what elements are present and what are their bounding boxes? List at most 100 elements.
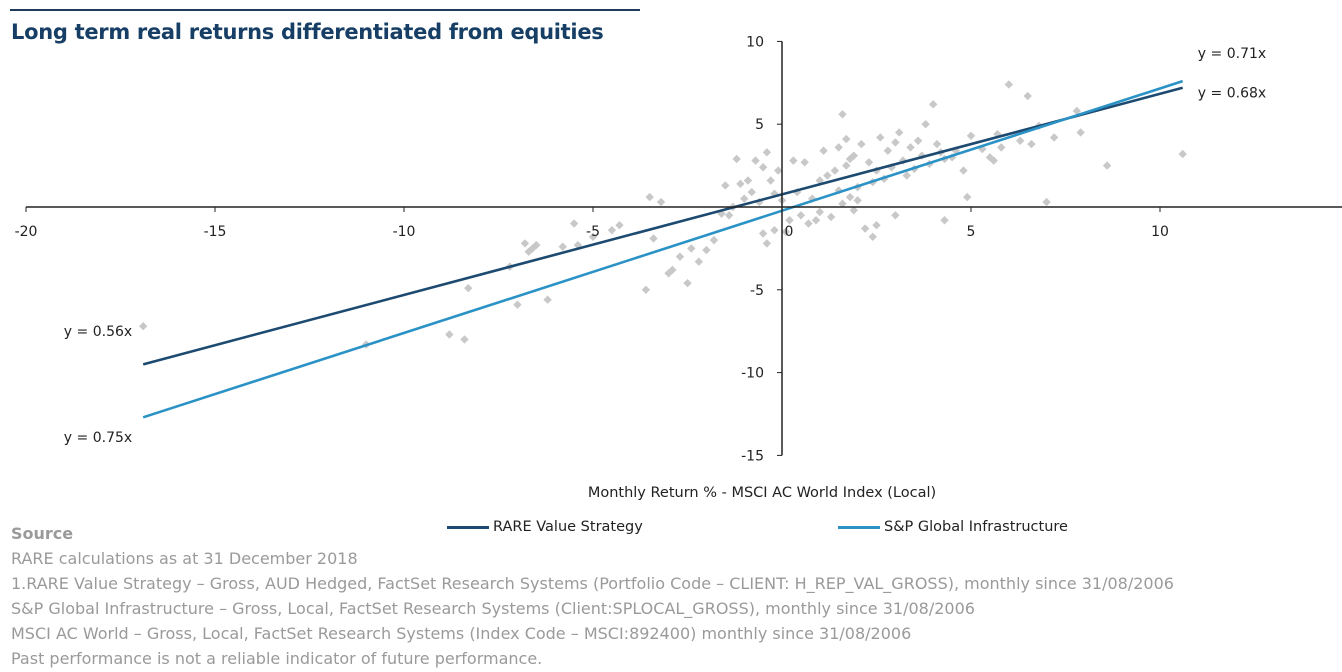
scatter-point [989,156,998,165]
scatter-point [770,225,779,235]
scatter-point [740,194,749,203]
scatter-point [849,206,859,215]
scatter-point [834,186,843,195]
scatter-point [815,176,824,185]
legend-label-rare: RARE Value Strategy [493,519,643,535]
scatter-point [747,187,756,197]
x-tick-label: -15 [204,224,227,240]
scatter-point [694,257,704,266]
scatter-point [558,242,567,251]
scatter-point [762,239,772,248]
legend-swatch-sp [838,525,880,529]
scatter-point [675,252,685,261]
trendline-equation-label: y = 0.68x [1198,86,1266,102]
sp-trend-line [142,79,1184,419]
scatter-point [532,240,541,250]
scatter-point [717,209,726,218]
scatter-point [876,133,885,142]
scatter-point [857,139,866,149]
scatter-point [641,285,651,294]
source-heading: Source [11,524,74,543]
scatter-point [842,161,851,170]
legend-item-rare: RARE Value Strategy [447,519,643,535]
legend-swatch-rare [447,525,489,529]
scatter-point [830,166,840,175]
scatter-point [649,234,658,243]
x-tick-label: 10 [1151,224,1169,240]
x-tick-label: 5 [967,224,976,240]
scatter-point [894,128,904,137]
scatter-point [913,136,923,145]
scatter-point [464,283,473,293]
scatter-point [1027,139,1036,149]
scatter-point [838,199,847,208]
source-line-3: S&P Global Infrastructure – Gross, Local… [11,599,975,618]
scatter-point [656,197,666,207]
trendline-equation-label: y = 0.56x [64,324,132,340]
scatter-point [826,212,836,222]
scatter-point [1015,136,1025,145]
scatter-point [978,144,987,154]
trendline-equation-label: y = 0.71x [1198,46,1266,62]
scatter-point [868,232,877,242]
source-line-5: Past performance is not a reliable indic… [11,649,543,668]
scatter-point [1023,91,1032,101]
scatter-point [864,158,874,167]
scatter-point [774,166,783,175]
scatter-point [819,146,828,155]
scatter-point [513,300,522,309]
scatter-point [902,171,911,180]
scatter-point [758,163,768,172]
scatter-point [849,151,859,160]
scatter-point [966,131,976,140]
rare-trend-line [142,86,1184,366]
scatter-point [800,158,809,167]
scatter-point [1178,149,1187,159]
scatter-point [520,239,530,248]
scatter-point [906,143,915,152]
scatter-points [138,80,1187,349]
scatter-point [762,148,772,157]
scatter-point [959,166,968,175]
tick-labels: -20 -15 -10 -5 0 5 10 10 5 -5 -10 -15 [15,34,1169,464]
scatter-point [838,110,847,119]
scatter-point [891,211,900,220]
scatter-point [770,189,779,198]
y-tick-label: 10 [746,34,764,50]
scatter-point [1049,133,1059,142]
scatter-point [721,181,730,190]
scatter-point [607,225,617,235]
source-line-4: MSCI AC World – Gross, Local, FactSet Re… [11,624,912,643]
scatter-point [445,330,454,339]
scatter-point [1042,197,1051,207]
scatter-point [1004,80,1013,89]
scatter-point [736,179,745,189]
scatter-point [796,211,806,220]
scatter-point [872,221,881,230]
scatter-point [1102,161,1112,170]
scatter-point [543,295,552,304]
scatter-point [789,156,798,165]
y-tick-label: -10 [741,366,764,382]
scatter-point [664,269,673,278]
y-tick-label: -15 [741,448,764,464]
scatter-point [702,245,711,255]
scatter-point [709,235,719,245]
trend-lines [142,79,1184,419]
legend-item-sp: S&P Global Infrastructure [838,519,1068,535]
scatter-point [781,227,790,237]
scatter-point [785,216,794,225]
scatter-point [687,244,696,253]
scatter-point [668,265,677,275]
scatter-point [751,156,760,165]
scatter-point [724,211,734,220]
scatter-point [921,120,930,129]
x-axis-label: Monthly Return % - MSCI AC World Index (… [587,485,937,501]
scatter-point [823,171,832,180]
scatter-point [615,221,624,230]
scatter-point [460,335,469,344]
scatter-point [758,229,768,238]
scatter-point [845,154,855,164]
scatter-point [842,134,851,144]
